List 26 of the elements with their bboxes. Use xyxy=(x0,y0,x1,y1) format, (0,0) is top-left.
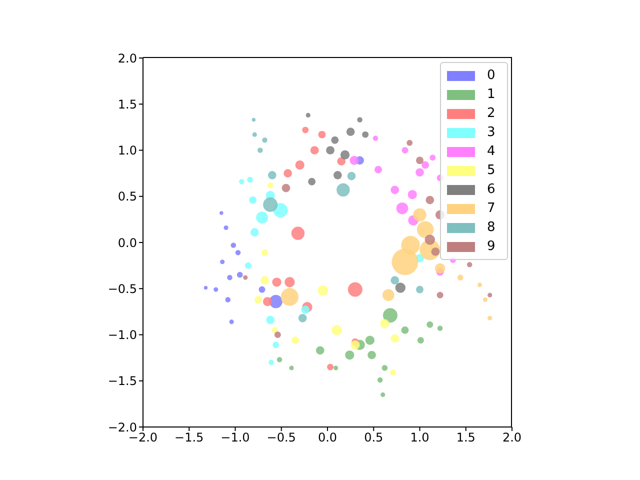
y-tick-label: 1.5 xyxy=(118,97,137,112)
y-tick-label: 1.0 xyxy=(118,144,137,158)
x-tick-label: 1.5 xyxy=(456,430,476,445)
legend-label: 4 xyxy=(487,143,496,160)
legend-label: 5 xyxy=(487,162,496,179)
y-tick-label: 0.0 xyxy=(118,236,137,250)
legend-label: 8 xyxy=(487,219,496,236)
legend-label: 0 xyxy=(487,67,496,84)
y-tick-label: 0.5 xyxy=(118,190,137,204)
x-tick-label: 0.5 xyxy=(364,430,384,445)
x-tick-label: 0.0 xyxy=(318,430,338,445)
y-tick-label: −1.0 xyxy=(108,328,137,342)
legend-label: 3 xyxy=(487,124,496,141)
x-tick-label: 2.0 xyxy=(502,430,522,445)
y-tick-label: −1.5 xyxy=(108,374,137,388)
legend-label: 7 xyxy=(487,200,496,217)
legend-label: 1 xyxy=(487,86,496,103)
legend-label: 6 xyxy=(487,181,496,198)
x-tick-label: −1.0 xyxy=(220,430,250,445)
legend-label: 2 xyxy=(487,105,496,122)
y-tick-label: 2.0 xyxy=(118,51,137,66)
x-tick-label: −0.5 xyxy=(266,430,296,445)
legend-label: 9 xyxy=(487,238,496,255)
x-tick-label: −1.5 xyxy=(174,430,204,445)
x-tick-label: 1.0 xyxy=(410,430,430,445)
y-tick-label: −0.5 xyxy=(108,282,137,296)
